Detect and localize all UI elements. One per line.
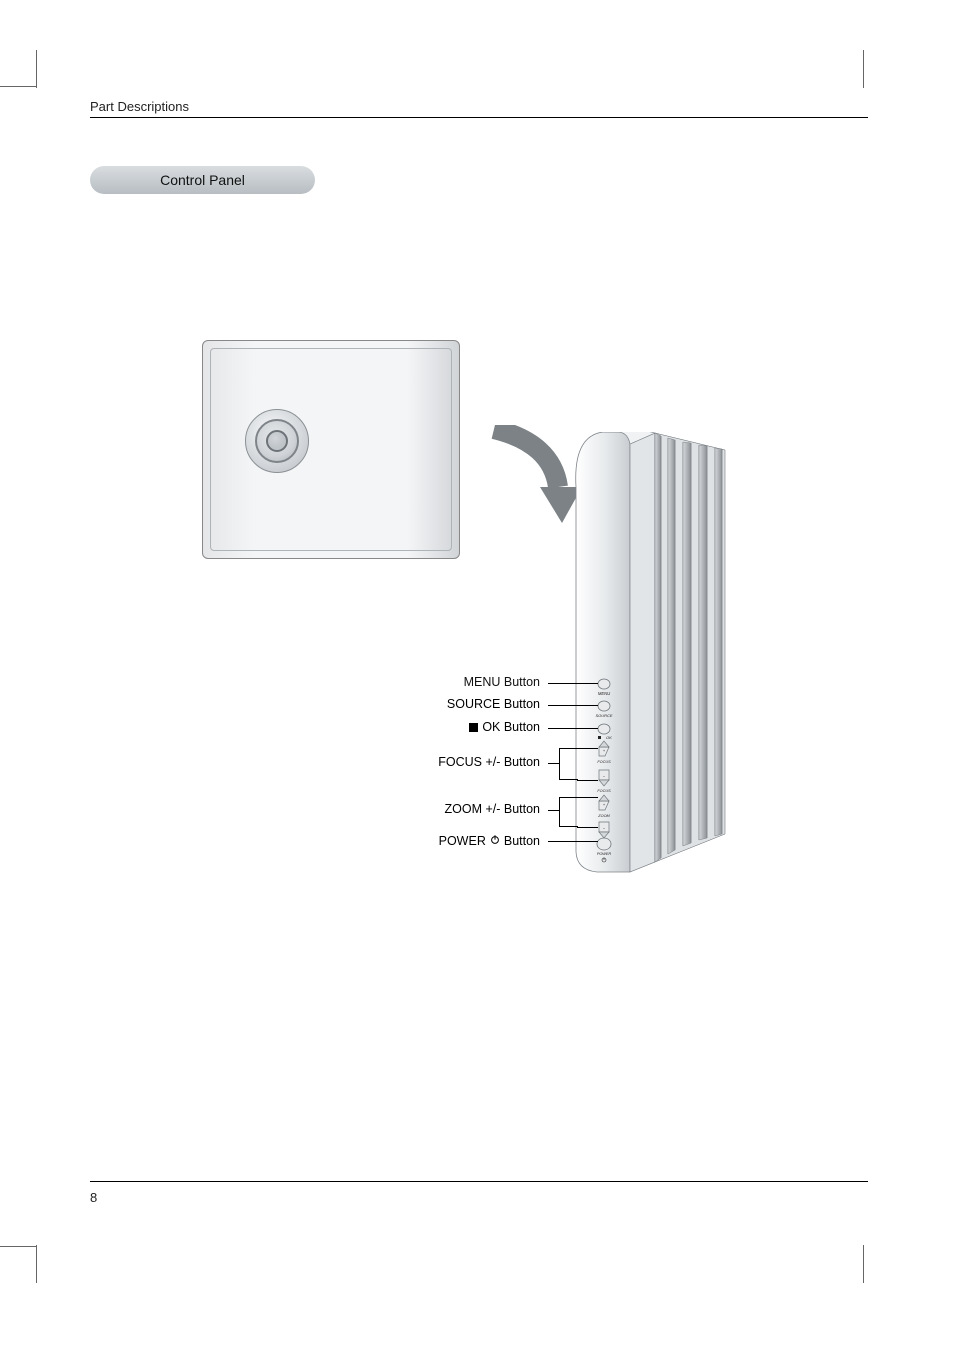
svg-text:FOCUS: FOCUS (597, 789, 611, 793)
page-header: Part Descriptions (90, 99, 189, 114)
leader-line (548, 763, 559, 764)
button-caption-ok: OK (606, 735, 612, 740)
crop-mark (0, 86, 36, 87)
crop-mark (863, 1245, 864, 1283)
lens-ring (255, 419, 299, 463)
projector-front-illustration (202, 340, 460, 559)
leader-line (577, 797, 598, 798)
leader-line (548, 810, 559, 811)
projector-side-illustration: MENU SOURCE OK + FOCUS (575, 432, 730, 882)
projector-lens (245, 409, 309, 473)
button-caption-focus: FOCUS (597, 760, 611, 764)
label-power: POWER Button (439, 833, 540, 848)
button-caption-zoom: ZOOM (597, 814, 610, 818)
crop-mark (36, 50, 37, 88)
label-menu: MENU Button (464, 675, 540, 689)
label-source: SOURCE Button (447, 697, 540, 711)
leader-bracket (559, 797, 560, 827)
leader-line (548, 841, 598, 842)
crop-mark (863, 50, 864, 88)
manual-page: Part Descriptions Control Panel (0, 0, 954, 1351)
label-ok: OK Button (469, 720, 540, 734)
power-icon (489, 833, 501, 848)
leader-line (577, 748, 598, 749)
section-title-pill: Control Panel (90, 166, 315, 194)
page-number: 8 (90, 1190, 97, 1205)
header-rule (90, 117, 868, 118)
leader-line (577, 827, 598, 828)
section-title: Control Panel (160, 172, 245, 188)
crop-mark (36, 1245, 37, 1283)
label-focus: FOCUS +/- Button (438, 755, 540, 769)
button-caption-source: SOURCE (595, 713, 612, 718)
crop-mark (0, 1246, 36, 1247)
ok-square-icon (469, 723, 478, 732)
leader-line (548, 705, 598, 706)
button-caption-menu: MENU (598, 691, 611, 696)
leader-line (548, 683, 598, 684)
lens-inner (266, 430, 288, 452)
footer-rule (90, 1181, 868, 1182)
leader-line (548, 728, 598, 729)
leader-line (577, 780, 598, 781)
label-zoom: ZOOM +/- Button (444, 802, 540, 816)
leader-bracket (559, 748, 560, 780)
button-caption-power: POWER (597, 852, 612, 856)
